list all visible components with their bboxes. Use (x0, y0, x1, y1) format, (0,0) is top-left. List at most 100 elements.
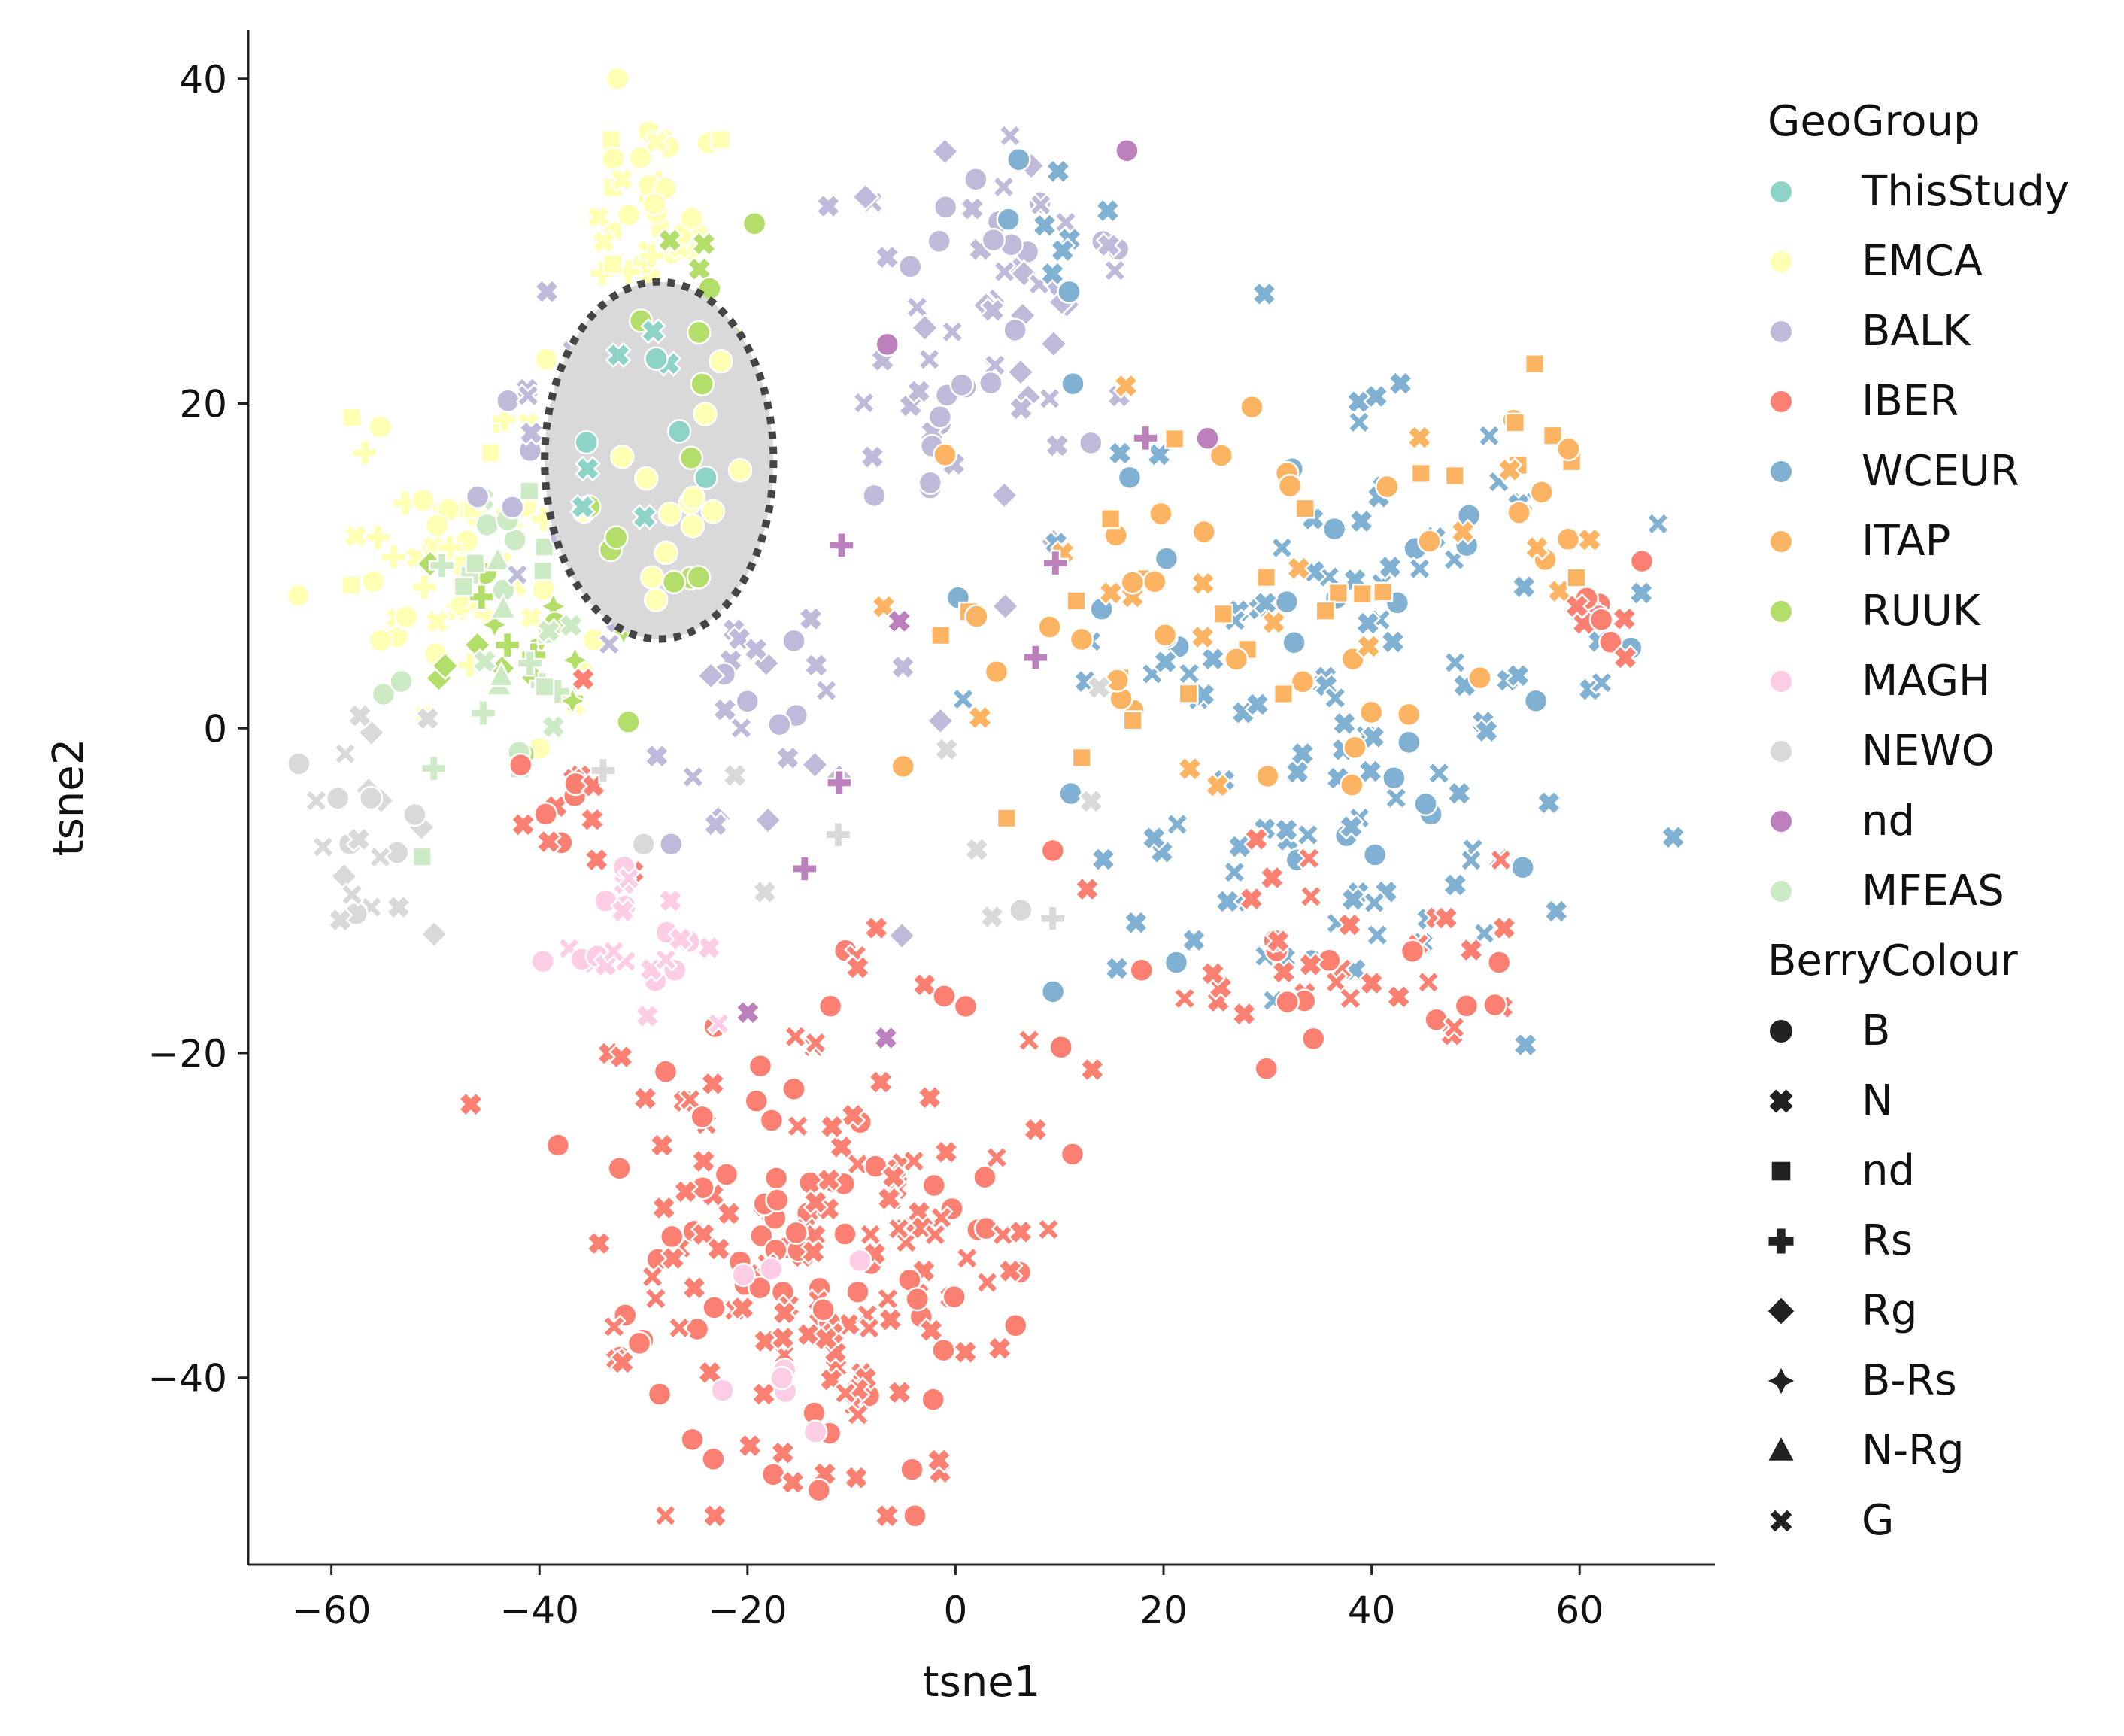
data-point-wceur-n (1543, 898, 1570, 924)
data-point-iber-g (1036, 1217, 1061, 1242)
data-point-iber-n (845, 954, 871, 981)
data-point-iber-b (765, 1188, 790, 1212)
data-point-mfeas-b (389, 669, 414, 694)
data-point-balk-n (1044, 432, 1071, 459)
data-point-emca-b (533, 347, 559, 372)
data-point-magh-n (657, 887, 684, 914)
data-point-iber-n (583, 846, 610, 873)
data-point-iber-n (867, 1069, 894, 1095)
data-points-layer (286, 66, 1687, 1529)
data-point-iber-b (1486, 950, 1512, 975)
highlight-point-emca-b (633, 466, 659, 491)
data-point-itap-nd (1328, 582, 1349, 604)
data-point-iber-n (911, 971, 938, 998)
data-point-wceur-n (1340, 886, 1367, 913)
data-point-balk-b (1003, 317, 1027, 343)
data-point-balk-n (890, 654, 916, 681)
data-point-wceur-n (1628, 580, 1655, 606)
data-point-wceur-g (951, 687, 976, 712)
data-point-newo-rs (1039, 905, 1067, 932)
data-point-iber-b (545, 1133, 571, 1158)
data-point-emca-b (605, 66, 630, 92)
data-point-magh-b (530, 948, 555, 974)
data-point-itap-nd (1294, 498, 1315, 519)
legend-marker-ruuk (1769, 599, 1793, 624)
data-point-iber-b (744, 1088, 769, 1114)
data-point-iber-n (800, 1238, 827, 1265)
axes (247, 30, 1715, 1566)
data-point-nd-n (735, 999, 761, 1026)
data-point-itap-nd (1164, 428, 1185, 449)
data-point-itap-b (1556, 436, 1581, 462)
data-point-itap-nd (1178, 683, 1199, 704)
data-point-newo-n (721, 762, 748, 789)
data-point-balk-b (897, 254, 923, 279)
data-point-emca-rs (351, 439, 378, 466)
data-point-nd-n (872, 1024, 900, 1052)
data-point-emca-b (600, 147, 626, 171)
data-point-iber-n (699, 1070, 727, 1097)
x-axis-label: tsne1 (923, 1658, 1041, 1707)
data-point-iber-n (609, 1349, 636, 1376)
data-point-balk-g (505, 563, 529, 587)
data-point-newo-n (979, 903, 1006, 930)
data-point-ruuk-rg (430, 651, 460, 681)
data-point-emca-rs (391, 490, 419, 517)
data-point-newo-n (345, 826, 372, 853)
data-point-nd-rs (1132, 424, 1159, 452)
data-point-iber-g (678, 1087, 702, 1112)
data-point-iber-n (1491, 915, 1518, 942)
data-point-iber-n (1258, 864, 1285, 891)
data-point-iber-b (760, 1461, 786, 1487)
legend-marker-berry-rg (1767, 1297, 1795, 1325)
data-point-wceur-n (1379, 629, 1406, 655)
data-point-nd-b (875, 332, 900, 357)
data-point-wceur-b (1362, 842, 1388, 867)
highlight-point-emca-b (680, 513, 705, 539)
data-point-wceur-b (1058, 781, 1083, 806)
y-tick-label: −20 (147, 1032, 227, 1076)
data-point-iber-g (901, 1149, 927, 1173)
data-point-iber-g (1172, 986, 1197, 1011)
data-point-iber-b (1400, 939, 1425, 964)
data-point-wceur-n (1446, 780, 1473, 807)
data-point-newo-b (325, 785, 350, 811)
data-point-newo-n (347, 703, 373, 729)
data-point-newo-rs (590, 757, 617, 785)
data-point-magh-b (803, 1419, 828, 1444)
data-point-newo-b (358, 785, 384, 811)
data-point-iber-g (1324, 970, 1349, 994)
data-point-wceur-b (1057, 279, 1082, 305)
data-point-balk-b (862, 483, 887, 508)
data-point-balk-b (465, 484, 490, 509)
data-point-iber-g (923, 1222, 948, 1247)
data-point-balk-b (735, 689, 760, 714)
data-point-iber-b (690, 1104, 715, 1130)
data-point-iber-n (681, 1274, 708, 1301)
data-point-emca-n (608, 166, 636, 193)
legend-marker-berry-n (1769, 1089, 1793, 1113)
data-point-itap-b (1069, 627, 1094, 652)
data-point-magh-b (710, 1378, 735, 1403)
data-point-iber-n (839, 1102, 866, 1129)
data-point-mfeas-nd (534, 676, 555, 697)
data-point-balk-n (959, 196, 986, 222)
data-point-balk-n (1008, 395, 1034, 422)
data-point-itap-b (1555, 527, 1581, 552)
data-point-iber-n (803, 1189, 829, 1216)
data-point-balk-rg (754, 806, 783, 835)
data-point-iber-b (900, 1457, 924, 1482)
data-point-nd-rs (791, 855, 818, 882)
data-point-iber-n (1200, 960, 1226, 987)
data-point-wceur-g (1476, 423, 1502, 448)
x-tick-label: 0 (944, 1589, 968, 1632)
data-point-itap-b (1277, 473, 1303, 499)
data-point-iber-n (1264, 927, 1291, 954)
data-point-itap-b (1037, 615, 1062, 639)
data-point-mfeas-nd (453, 576, 474, 597)
data-point-itap-nd (1566, 567, 1587, 588)
legend-marker-wceur (1769, 460, 1793, 484)
data-point-iber-n (736, 1432, 763, 1459)
data-point-balk-n (712, 697, 739, 723)
